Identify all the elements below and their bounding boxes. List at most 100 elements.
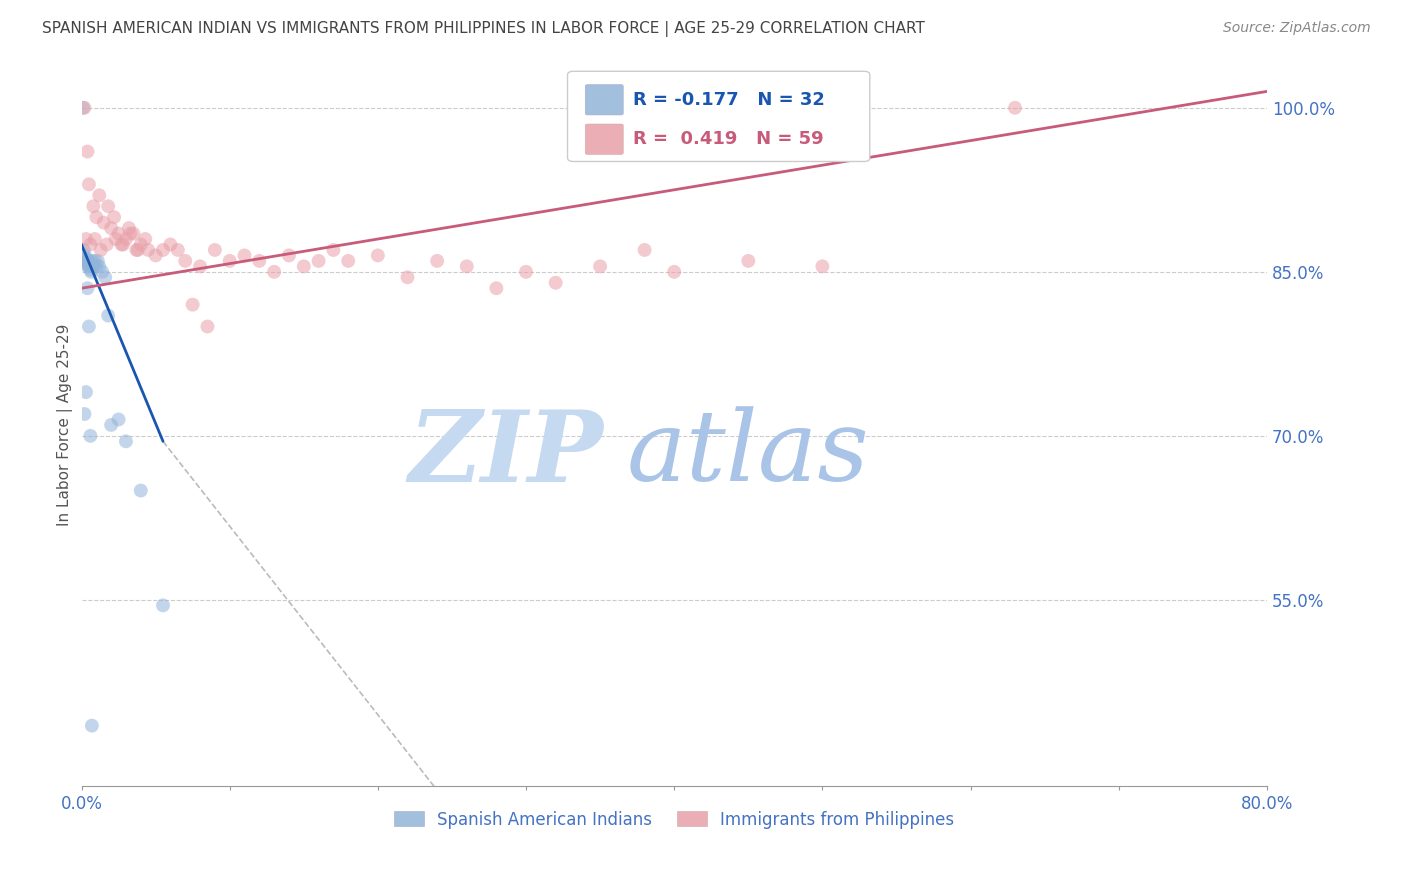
Point — [89, 260, 111, 274]
Point — [77, 178, 100, 192]
Point — [73, 243, 96, 257]
Point — [1004, 101, 1026, 115]
Point — [129, 237, 152, 252]
Point — [79, 429, 101, 443]
Point — [589, 260, 612, 274]
Point — [515, 265, 537, 279]
Point — [664, 265, 686, 279]
Point — [91, 265, 114, 279]
Text: R =  0.419   N = 59: R = 0.419 N = 59 — [633, 130, 824, 148]
Point — [75, 253, 97, 268]
Point — [107, 412, 129, 426]
Point — [77, 319, 100, 334]
Point — [152, 599, 174, 613]
Point — [83, 253, 105, 268]
Point — [456, 260, 478, 274]
Point — [125, 243, 148, 257]
Point — [118, 221, 141, 235]
Point — [107, 227, 129, 241]
Point — [337, 253, 360, 268]
Point — [111, 237, 134, 252]
Point — [80, 719, 103, 733]
Text: Source: ZipAtlas.com: Source: ZipAtlas.com — [1223, 21, 1371, 35]
Point — [308, 253, 330, 268]
Point — [152, 243, 174, 257]
Text: ZIP: ZIP — [408, 406, 603, 502]
Text: atlas: atlas — [627, 406, 869, 501]
Point — [76, 145, 98, 159]
Point — [100, 221, 122, 235]
Point — [86, 210, 108, 224]
Point — [76, 281, 98, 295]
Point — [72, 101, 94, 115]
Point — [166, 243, 188, 257]
Point — [79, 262, 101, 277]
Point — [82, 260, 104, 274]
Point — [120, 227, 142, 241]
Point — [76, 260, 98, 274]
Point — [633, 243, 655, 257]
Point — [122, 227, 145, 241]
Point — [80, 253, 103, 268]
Point — [159, 237, 181, 252]
Point — [75, 256, 97, 270]
Point — [322, 243, 344, 257]
Point — [76, 252, 98, 266]
Point — [181, 298, 204, 312]
Point — [103, 210, 125, 224]
Point — [94, 270, 117, 285]
Point — [73, 248, 96, 262]
Point — [86, 260, 108, 274]
Point — [110, 237, 132, 252]
Point — [75, 232, 97, 246]
Point — [174, 253, 197, 268]
Y-axis label: In Labor Force | Age 25-29: In Labor Force | Age 25-29 — [58, 324, 73, 526]
Point — [188, 260, 211, 274]
Point — [115, 232, 138, 246]
Point — [426, 253, 449, 268]
Point — [233, 248, 256, 262]
Point — [82, 199, 104, 213]
Point — [93, 216, 115, 230]
Point — [115, 434, 138, 449]
Point — [87, 253, 110, 268]
Text: SPANISH AMERICAN INDIAN VS IMMIGRANTS FROM PHILIPPINES IN LABOR FORCE | AGE 25-2: SPANISH AMERICAN INDIAN VS IMMIGRANTS FR… — [42, 21, 925, 37]
Point — [247, 253, 270, 268]
Point — [367, 248, 389, 262]
Point — [136, 243, 159, 257]
Point — [77, 260, 100, 274]
Point — [73, 101, 96, 115]
Point — [145, 248, 167, 262]
Point — [79, 256, 101, 270]
Point — [97, 309, 120, 323]
FancyBboxPatch shape — [585, 124, 623, 154]
Point — [73, 407, 96, 421]
Point — [83, 232, 105, 246]
Point — [485, 281, 508, 295]
FancyBboxPatch shape — [585, 85, 623, 115]
Point — [96, 237, 118, 252]
FancyBboxPatch shape — [568, 71, 870, 161]
Legend: Spanish American Indians, Immigrants from Philippines: Spanish American Indians, Immigrants fro… — [387, 804, 962, 835]
Point — [79, 237, 101, 252]
Point — [134, 232, 156, 246]
Point — [396, 270, 419, 285]
Point — [89, 188, 111, 202]
Point — [90, 243, 112, 257]
Point — [544, 276, 567, 290]
Point — [104, 232, 127, 246]
Point — [737, 253, 759, 268]
Point — [127, 243, 149, 257]
Point — [129, 483, 152, 498]
Point — [292, 260, 315, 274]
Point — [77, 253, 100, 268]
Point — [80, 265, 103, 279]
Point — [197, 319, 219, 334]
Point — [278, 248, 301, 262]
Point — [218, 253, 240, 268]
Point — [75, 385, 97, 400]
Point — [100, 417, 122, 432]
Point — [263, 265, 285, 279]
Text: R = -0.177   N = 32: R = -0.177 N = 32 — [633, 91, 824, 109]
Point — [97, 199, 120, 213]
